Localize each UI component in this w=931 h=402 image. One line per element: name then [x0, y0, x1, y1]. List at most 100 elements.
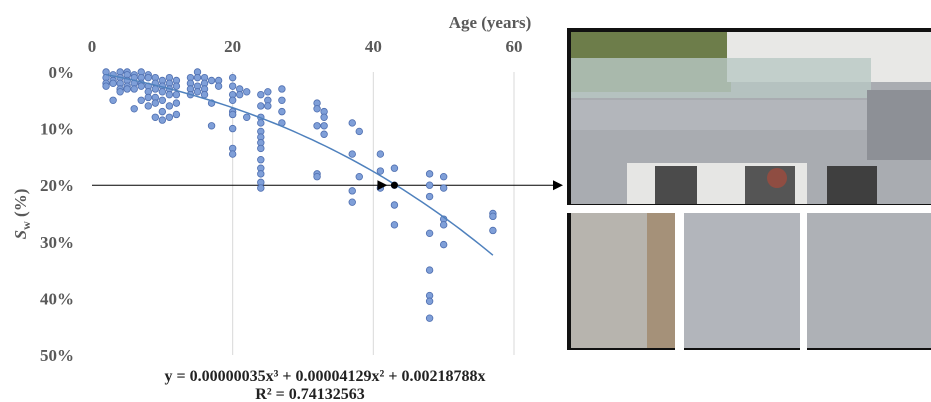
- point: [235, 90, 244, 99]
- point: [158, 88, 167, 96]
- point: [109, 96, 117, 104]
- point: [228, 73, 237, 82]
- photo-gap: [800, 208, 807, 350]
- point: [144, 102, 152, 110]
- point: [158, 116, 167, 124]
- point: [257, 144, 265, 153]
- point: [439, 240, 448, 249]
- point: [151, 99, 159, 107]
- photo-bottom-middle: [684, 213, 800, 348]
- chart: Age (years) Sw (%) y = 0.00000035x³ + 0.…: [11, 13, 563, 402]
- point: [257, 170, 265, 178]
- point: [130, 105, 138, 113]
- photo-rust: [647, 213, 675, 348]
- equation: y = 0.00000035x³ + 0.00004129x² + 0.0021…: [165, 368, 486, 385]
- point: [489, 212, 497, 221]
- point: [228, 150, 237, 158]
- y-axis-label: Sw (%): [11, 189, 33, 240]
- point: [207, 76, 216, 85]
- point: [243, 113, 251, 121]
- x-tick-label: 0: [88, 37, 97, 56]
- point: [228, 124, 237, 133]
- point: [425, 181, 434, 189]
- point: [151, 85, 159, 93]
- point: [257, 90, 265, 99]
- point: [200, 90, 209, 99]
- point: [257, 156, 265, 164]
- point: [130, 85, 138, 93]
- point: [193, 73, 202, 82]
- trendline: [105, 73, 494, 256]
- photo-top: [571, 32, 931, 204]
- point: [278, 96, 286, 104]
- point: [348, 198, 356, 206]
- point: [376, 167, 385, 175]
- x-axis-label: Age (years): [449, 13, 532, 32]
- point: [320, 113, 328, 121]
- point: [425, 314, 434, 322]
- point: [439, 184, 448, 192]
- highlight-point: [390, 181, 398, 189]
- point: [102, 82, 110, 90]
- point: [144, 93, 152, 102]
- point: [137, 96, 145, 104]
- y-tick-label: 30%: [40, 233, 74, 252]
- point: [489, 226, 497, 235]
- point: [376, 150, 385, 158]
- point: [348, 119, 356, 127]
- point: [390, 221, 399, 229]
- point: [123, 85, 131, 93]
- point: [172, 82, 181, 90]
- point: [165, 90, 174, 99]
- point: [390, 201, 399, 209]
- point: [320, 130, 328, 138]
- point: [278, 85, 286, 93]
- point: [109, 79, 117, 88]
- point: [228, 110, 237, 119]
- point: [165, 113, 174, 121]
- x-tick-label: 20: [224, 37, 241, 56]
- photo-bottom-right: [807, 213, 931, 348]
- point: [425, 192, 434, 201]
- point: [439, 173, 448, 181]
- photos: [567, 28, 931, 350]
- y-tick-label: 10%: [40, 120, 74, 139]
- arrow-head: [377, 180, 388, 191]
- point: [172, 110, 181, 119]
- point: [425, 266, 434, 274]
- point: [348, 150, 356, 158]
- point: [355, 173, 363, 181]
- point: [228, 82, 237, 90]
- point: [278, 107, 286, 116]
- arrow-head: [553, 180, 563, 191]
- y-label-subscript: w: [19, 221, 33, 230]
- point: [137, 82, 145, 90]
- point: [425, 297, 434, 305]
- point: [355, 127, 363, 136]
- point: [158, 107, 167, 116]
- r-squared: R² = 0.74132563: [255, 386, 364, 402]
- y-tick-label: 20%: [40, 176, 74, 195]
- point: [193, 88, 202, 96]
- point: [348, 187, 356, 195]
- photo-gap: [567, 205, 931, 213]
- point: [439, 221, 448, 229]
- point: [172, 90, 181, 99]
- point: [257, 119, 265, 127]
- y-label-unit: (%): [11, 189, 30, 222]
- point: [228, 96, 237, 104]
- y-label-symbol: S: [11, 230, 30, 239]
- point: [313, 122, 321, 130]
- point: [257, 184, 265, 192]
- point: [172, 99, 181, 107]
- point: [144, 73, 152, 82]
- y-tick-label: 0%: [49, 63, 75, 82]
- point: [151, 113, 159, 121]
- point: [158, 96, 167, 104]
- point: [425, 229, 434, 238]
- point: [214, 82, 223, 90]
- x-tick-label: 60: [506, 37, 523, 56]
- point: [390, 164, 399, 172]
- y-tick-label: 40%: [40, 289, 74, 308]
- point: [116, 88, 124, 96]
